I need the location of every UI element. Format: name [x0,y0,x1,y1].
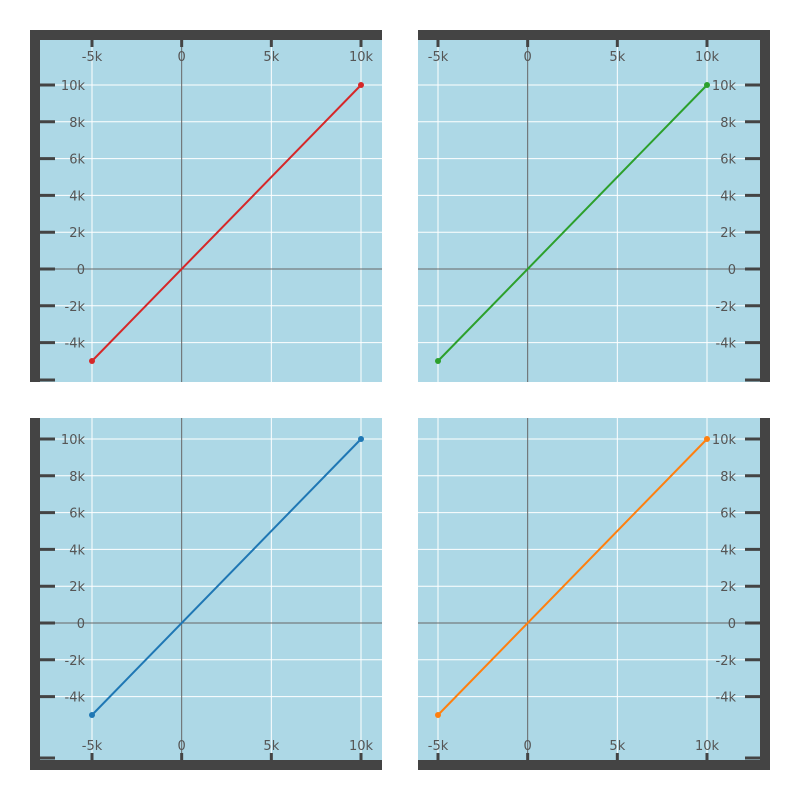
x-tick-label: -5k [428,739,449,754]
y-tick-label: -4k [65,691,86,706]
x-tick-label: 10k [349,739,374,754]
y-tick-label: 6k [720,507,736,522]
y-tick-label: 10k [712,433,737,448]
y-tick-label: 2k [720,580,736,595]
y-tick-label: 8k [720,116,736,131]
plot-area [418,418,760,760]
y-tick-label: 6k [69,153,85,168]
y-tick-label: -4k [716,691,737,706]
y-tick-label: 10k [61,79,86,94]
y-tick-label: 4k [720,189,736,204]
y-tick-label: -2k [65,654,86,669]
x-tick-label: 10k [695,739,720,754]
series-line [437,438,708,716]
data-point [435,712,441,718]
x-tick-label: -5k [428,50,449,65]
y-tick-label: 8k [69,116,85,131]
series-line [437,84,708,362]
y-tick-label: -2k [716,654,737,669]
data-point [89,358,95,364]
plot-area [418,40,760,382]
y-tick-label: 6k [720,153,736,168]
x-tick-label: -5k [82,50,103,65]
data-point [704,82,710,88]
x-tick-label: 0 [524,50,532,65]
y-tick-label: 4k [720,543,736,558]
y-tick-label: -2k [65,300,86,315]
data-point [358,82,364,88]
x-tick-label: 0 [178,739,186,754]
series-line [91,84,362,362]
x-tick-label: 5k [609,739,625,754]
y-tick-label: 0 [728,617,736,632]
data-point [89,712,95,718]
chart-panel-bottom-right: -5k 0 5k 10k -4k -2k 0 2k 4k 6k 8k 10k [418,418,770,770]
x-tick-label: 10k [349,50,374,65]
data-point [435,358,441,364]
y-tick-label: -4k [716,337,737,352]
x-tick-label: 0 [524,739,532,754]
series-line [91,438,362,716]
y-tick-label: 0 [728,263,736,278]
chart-panel-top-left: -5k 0 5k 10k -4k -2k 0 2k 4k 6k 8k 10k [30,30,382,382]
x-tick-label: -5k [82,739,103,754]
y-tick-label: -2k [716,300,737,315]
y-tick-label: -4k [65,337,86,352]
chart-panel-top-right: -5k 0 5k 10k -4k -2k 0 2k 4k 6k 8k 10k [418,30,770,382]
plot-area [40,40,382,382]
x-tick-label: 5k [263,739,279,754]
x-tick-label: 5k [263,50,279,65]
data-point [704,436,710,442]
y-tick-label: 2k [720,226,736,241]
x-tick-label: 0 [178,50,186,65]
y-tick-label: 2k [69,580,85,595]
y-tick-label: 0 [77,263,85,278]
data-point [358,436,364,442]
chart-panel-bottom-left: -5k 0 5k 10k -4k -2k 0 2k 4k 6k 8k 10k [30,418,382,770]
x-tick-label: 10k [695,50,720,65]
y-tick-label: 4k [69,543,85,558]
y-tick-label: 2k [69,226,85,241]
y-tick-label: 10k [61,433,86,448]
y-tick-label: 10k [712,79,737,94]
y-tick-label: 6k [69,507,85,522]
y-tick-label: 8k [69,470,85,485]
x-tick-label: 5k [609,50,625,65]
y-tick-label: 0 [77,617,85,632]
y-tick-label: 4k [69,189,85,204]
y-tick-label: 8k [720,470,736,485]
